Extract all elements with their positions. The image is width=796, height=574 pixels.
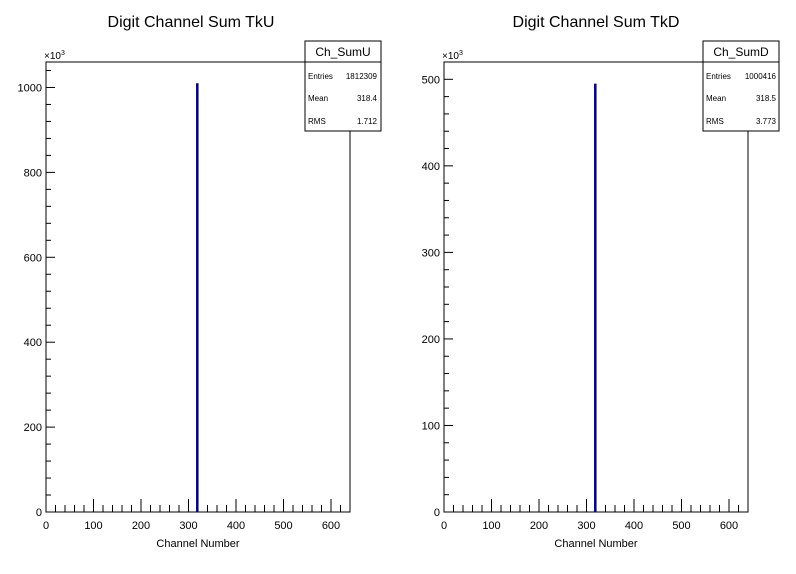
y-tick-label: 200 [24,422,42,434]
x-tick-label: 100 [84,520,102,532]
chart-title: Digit Channel Sum TkU [108,14,275,31]
stats-name: Ch_SumU [315,45,370,59]
stats-value: 1.712 [357,117,378,126]
x-tick-label: 0 [43,520,49,532]
stats-value: 1000416 [745,72,777,81]
x-tick-label: 400 [227,520,245,532]
y-multiplier: ×103 [442,50,463,62]
y-tick-label: 100 [422,420,440,432]
stats-label: Mean [308,94,328,103]
x-tick-label: 500 [274,520,292,532]
stats-value: 318.5 [756,94,777,103]
stats-name: Ch_SumD [713,45,769,59]
y-tick-label: 800 [24,167,42,179]
x-tick-label: 300 [179,520,197,532]
stats-value: 1812309 [346,72,378,81]
x-tick-label: 200 [530,520,548,532]
y-tick-label: 0 [434,507,440,519]
x-tick-label: 100 [482,520,500,532]
x-tick-label: 300 [577,520,595,532]
x-tick-label: 500 [672,520,690,532]
x-tick-label: 600 [720,520,738,532]
x-tick-label: 600 [322,520,340,532]
x-axis-label: Channel Number [156,538,239,550]
chart-title: Digit Channel Sum TkD [513,14,680,31]
y-tick-label: 1000 [18,82,42,94]
y-tick-label: 600 [24,252,42,264]
y-tick-label: 400 [422,161,440,173]
stats-value: 318.4 [357,94,378,103]
y-tick-label: 400 [24,337,42,349]
stats-label: Mean [706,94,726,103]
stats-box: Ch_SumD Entries 1000416 Mean 318.5 RMS 3… [702,40,780,132]
stats-label: Entries [706,72,731,81]
bar [196,83,199,513]
stats-label: RMS [706,117,724,126]
y-tick-label: 0 [36,507,42,519]
x-tick-label: 400 [625,520,643,532]
y-tick-label: 200 [422,334,440,346]
plot-area: 0 100 200 300 400 500 600 0 100 200 300 400 500 [422,61,749,532]
panel-left: Digit Channel Sum TkU ×103 0 100 200 300 400… [18,14,382,550]
stats-label: RMS [308,117,326,126]
y-multiplier: ×103 [44,50,65,62]
stats-label: Entries [308,72,333,81]
bar [594,83,597,512]
x-tick-label: 0 [441,520,447,532]
y-tick-label: 300 [422,247,440,259]
x-axis-label: Channel Number [554,538,637,550]
y-tick-label: 500 [422,74,440,86]
stats-value: 3.773 [756,117,777,126]
x-tick-label: 200 [132,520,150,532]
plot-area: 0 100 200 300 400 500 600 0 200 400 600 800 1000 [18,69,351,532]
stats-box: Ch_SumU Entries 1812309 Mean 318.4 RMS 1… [304,40,382,132]
panel-right: Digit Channel Sum TkD ×103 0 100 200 300 400… [422,14,780,550]
